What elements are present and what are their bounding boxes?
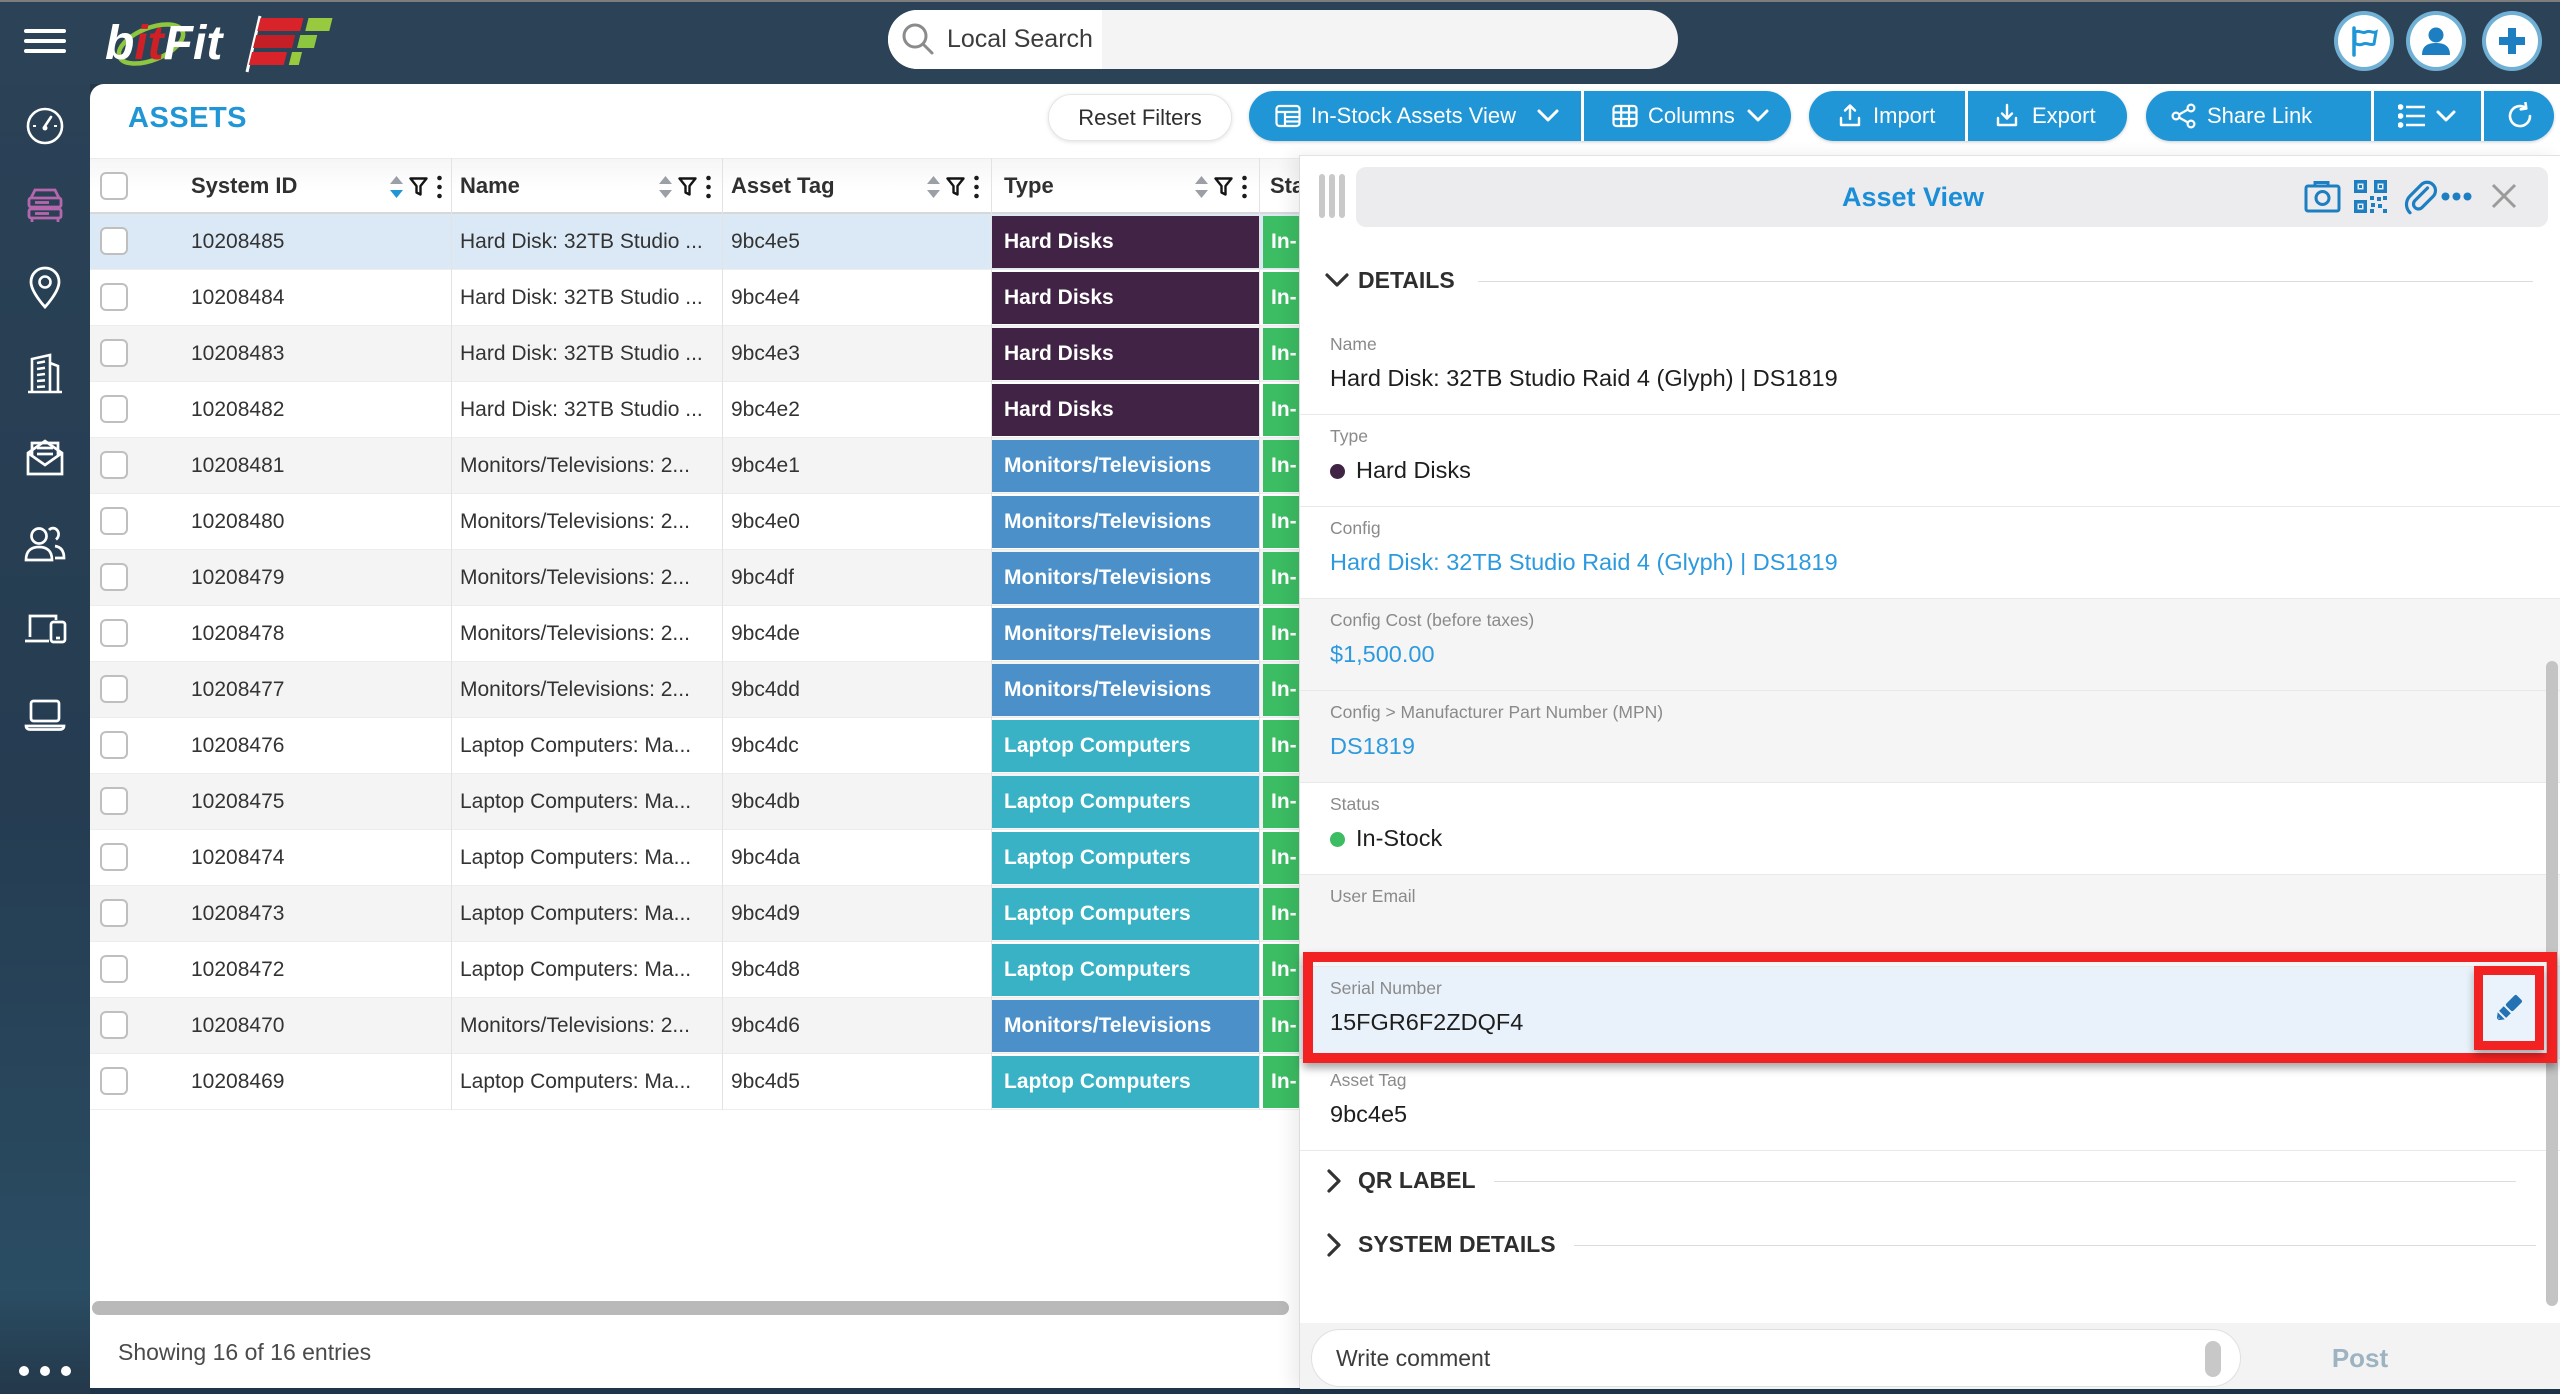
svg-text:bitFit: bitFit (105, 17, 224, 70)
